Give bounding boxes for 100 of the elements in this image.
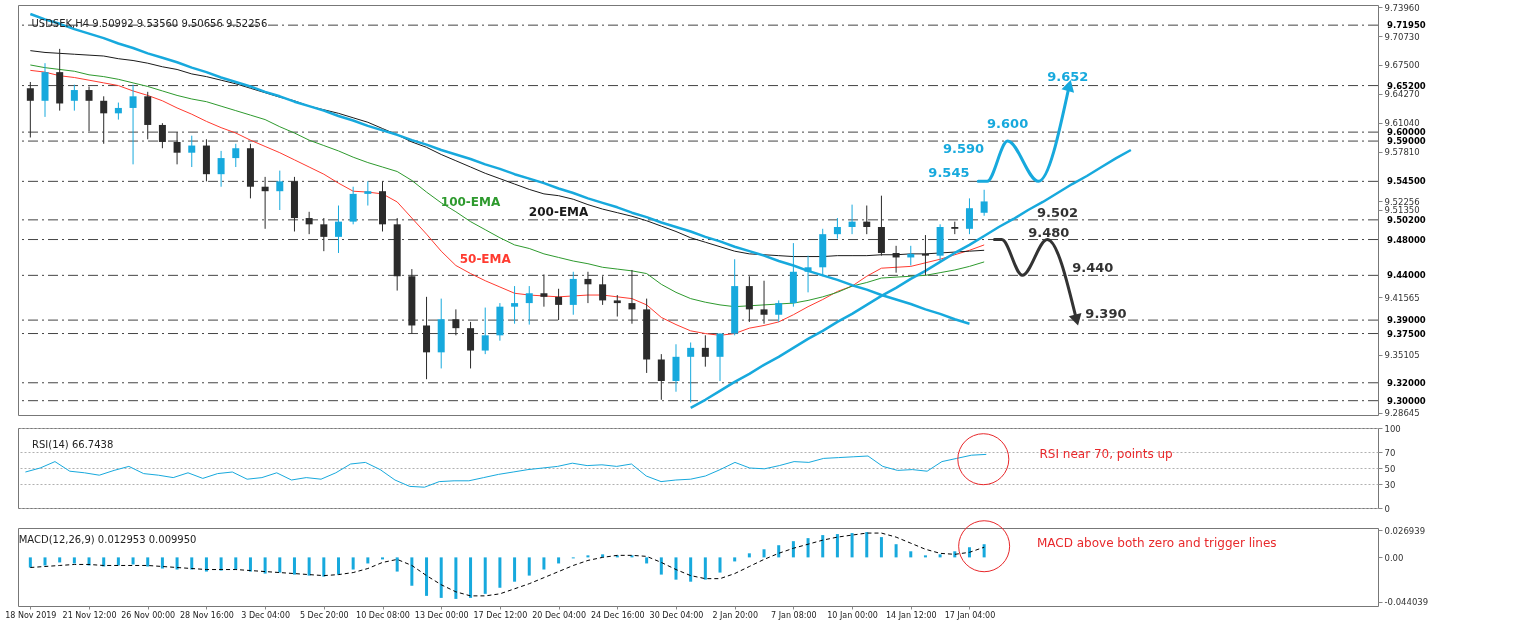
- y-tick-label: 30: [1384, 479, 1396, 490]
- candlestick: [804, 255, 812, 293]
- candlestick: [129, 84, 137, 165]
- bar: [336, 557, 340, 575]
- candlestick: [863, 205, 871, 235]
- y-tick-label: 0.00: [1384, 552, 1404, 563]
- candlestick: [613, 294, 621, 318]
- series-label: 200-EMA: [528, 204, 590, 219]
- bar: [351, 557, 355, 570]
- candlestick: [467, 321, 475, 369]
- x-tick-label: 30 Dec 04:00: [649, 610, 704, 620]
- x-tick-label: 14 Jan 12:00: [885, 610, 937, 620]
- y-tick-label: 9.70730: [1384, 31, 1420, 42]
- ref-line-label: 9.60000: [1387, 127, 1426, 138]
- bar: [454, 557, 458, 599]
- x-tick-label: 3 Dec 04:00: [241, 610, 290, 620]
- annotation: RSI near 70, points up: [1039, 446, 1173, 461]
- bar: [791, 541, 795, 558]
- candlestick: [217, 150, 225, 188]
- y-tick-label: 70: [1384, 447, 1396, 458]
- y-tick-label: 9.57810: [1384, 147, 1420, 158]
- ref-line-label: 9.32000: [1387, 377, 1426, 388]
- candlestick: [599, 275, 607, 306]
- candlestick: [775, 299, 783, 323]
- bar: [527, 557, 531, 576]
- bar: [645, 557, 649, 564]
- candlestick: [965, 197, 973, 235]
- y-tick-label: 9.67500: [1384, 60, 1420, 71]
- candlestick: [173, 131, 181, 165]
- annotation: 9.440: [1072, 260, 1114, 276]
- annotation: 9.502: [1036, 204, 1079, 220]
- bar: [498, 557, 502, 588]
- bar: [204, 557, 208, 572]
- bar: [58, 557, 62, 563]
- text: RSI(14) 66.7438: [32, 439, 114, 450]
- bar: [263, 557, 267, 574]
- annotation: 9.480: [1028, 224, 1070, 240]
- bar: [513, 557, 517, 582]
- candlestick: [276, 170, 284, 211]
- ref-line-label: 9.30000: [1387, 395, 1426, 406]
- bar: [850, 533, 854, 558]
- bar: [586, 555, 590, 558]
- bar: [102, 557, 106, 567]
- bar: [923, 555, 927, 558]
- candlestick: [85, 85, 93, 132]
- x-tick-label: 7 Jan 08:00: [771, 610, 817, 620]
- y-tick-label: 9.35105: [1384, 350, 1420, 361]
- y-tick-label: 9.64270: [1384, 89, 1420, 100]
- bar: [821, 535, 825, 558]
- bar: [234, 557, 238, 570]
- candlestick: [760, 280, 768, 325]
- ref-line-label: 9.54500: [1387, 176, 1426, 187]
- ref-line-label: 9.71950: [1387, 20, 1426, 31]
- ref-line-label: 9.65200: [1387, 80, 1426, 91]
- x-tick-label: 26 Nov 00:00: [121, 610, 176, 620]
- y-tick-label: 100: [1384, 423, 1401, 434]
- candlestick: [687, 341, 695, 403]
- bar: [557, 557, 561, 564]
- candlestick: [848, 204, 856, 235]
- bar: [160, 557, 164, 569]
- candlestick: [701, 334, 709, 368]
- bar: [175, 557, 179, 570]
- bar: [116, 557, 120, 566]
- series-label: 50-EMA: [459, 251, 512, 266]
- bar: [410, 557, 414, 586]
- annotation: 9.590: [943, 141, 985, 157]
- y-tick-label: 0: [1384, 503, 1390, 514]
- candlestick: [481, 307, 489, 355]
- y-tick-label: 9.41565: [1384, 292, 1420, 303]
- y-tick-label: 9.61040: [1384, 118, 1420, 129]
- candlestick: [833, 217, 841, 240]
- bar: [322, 557, 326, 577]
- bar: [733, 557, 737, 562]
- candlestick: [892, 245, 900, 274]
- bar: [72, 557, 76, 564]
- bar: [395, 557, 399, 572]
- candlestick: [628, 269, 636, 325]
- bar: [292, 557, 296, 575]
- bar: [278, 557, 282, 573]
- text: MACD(12,26,9) 0.012953 0.009950: [18, 533, 197, 545]
- bar: [307, 557, 311, 576]
- bar: [806, 538, 810, 558]
- x-tick-label: 17 Jan 04:00: [944, 610, 996, 620]
- x-tick-label: 10 Dec 08:00: [356, 610, 410, 620]
- candlestick: [525, 285, 533, 326]
- ref-line-label: 9.48000: [1387, 234, 1426, 245]
- bar: [219, 557, 223, 571]
- bar: [703, 557, 707, 580]
- candlestick: [540, 273, 548, 308]
- y-tick-label: -0.044039: [1384, 597, 1429, 608]
- bar: [689, 557, 693, 582]
- bar: [894, 544, 898, 558]
- bar: [967, 547, 971, 558]
- series-label: 100-EMA: [440, 194, 501, 209]
- candlestick: [100, 95, 108, 145]
- candlestick: [320, 217, 328, 252]
- bar: [777, 545, 781, 558]
- bar: [747, 553, 751, 558]
- annotation: 9.652: [1047, 68, 1089, 84]
- candlestick: [305, 211, 313, 235]
